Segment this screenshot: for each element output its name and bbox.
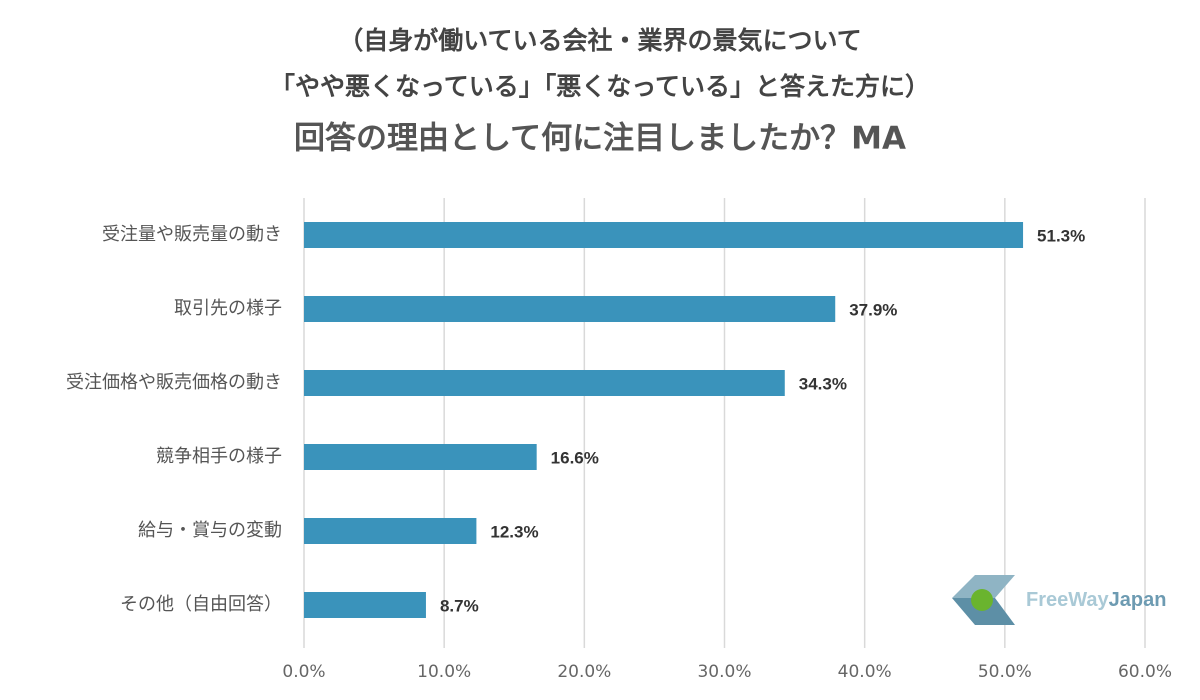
x-tick-label: 10.0% — [417, 662, 471, 682]
y-tick-label: 給与・賞与の変動 — [138, 520, 282, 541]
chart-subtitle: 「やや悪くなっている」「悪くなっている」と答えた方に） — [270, 72, 930, 101]
value-label: 12.3% — [490, 522, 538, 541]
logo-text: FreeWayJapan — [1026, 589, 1166, 611]
logo: FreeWayJapan — [952, 575, 1166, 625]
y-tick-label: 受注量や販売量の動き — [102, 224, 282, 245]
bar — [304, 518, 477, 544]
chart-subtitle: （自身が働いている会社・業界の景気について — [338, 26, 862, 55]
bar — [304, 370, 785, 396]
value-label: 37.9% — [849, 300, 897, 319]
logo-shape — [952, 598, 1015, 625]
y-tick-label: その他（自由回答） — [120, 594, 282, 615]
bar — [304, 592, 426, 618]
bar — [304, 222, 1024, 248]
bar — [304, 444, 537, 470]
x-tick-label: 50.0% — [978, 662, 1032, 682]
value-label: 16.6% — [551, 448, 599, 467]
x-tick-label: 20.0% — [557, 662, 611, 682]
bar — [304, 296, 836, 322]
y-tick-label: 受注価格や販売価格の動き — [66, 372, 282, 393]
x-tick-label: 30.0% — [697, 662, 751, 682]
logo-text-b: Japan — [1109, 589, 1167, 611]
value-label: 8.7% — [440, 596, 479, 615]
value-label: 51.3% — [1037, 226, 1085, 245]
logo-shape — [971, 589, 993, 611]
x-tick-label: 0.0% — [282, 662, 325, 682]
value-label: 34.3% — [799, 374, 847, 393]
y-tick-label: 競争相手の様子 — [156, 446, 282, 467]
logo-text-a: FreeWay — [1026, 589, 1110, 611]
x-tick-label: 40.0% — [838, 662, 892, 682]
y-tick-label: 取引先の様子 — [174, 298, 282, 319]
x-tick-label: 60.0% — [1118, 662, 1172, 682]
logo-shape — [952, 575, 1015, 598]
chart-title: 回答の理由として何に注目しましたか？MA — [294, 121, 906, 157]
